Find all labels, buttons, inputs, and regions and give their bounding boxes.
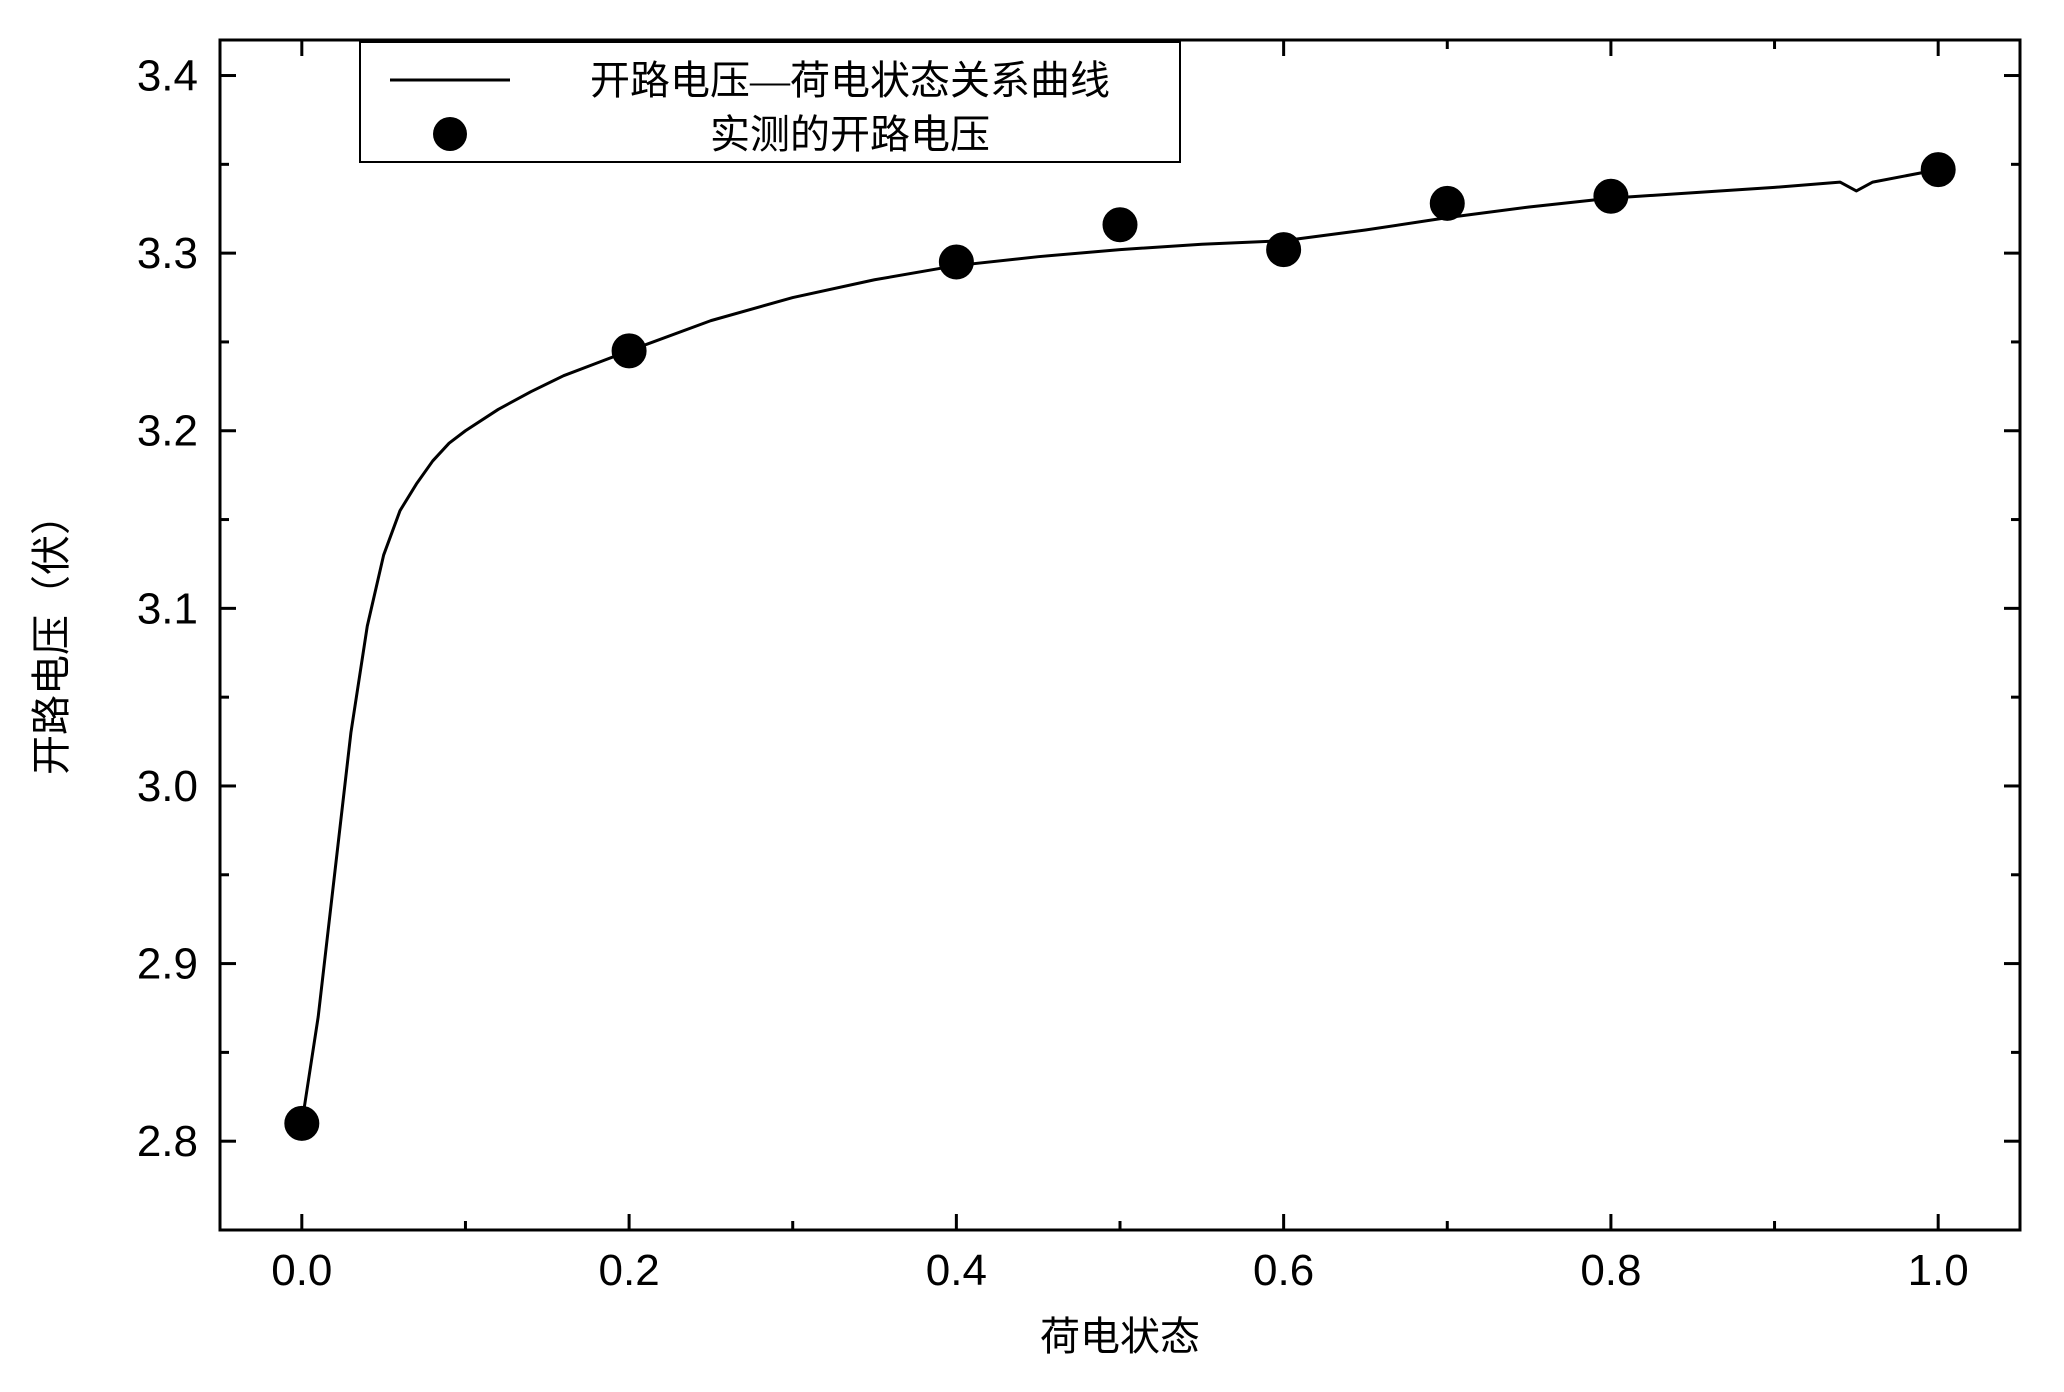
y-ticks-minor	[220, 164, 2020, 1052]
ocv-soc-chart: 0.0 0.2 0.4 0.6 0.8 1.0 2.8 2.9 3.0 3.1 3.2 3.3 3.4…	[0, 0, 2064, 1392]
y-tick-label: 3.1	[137, 584, 198, 633]
x-tick-label: 0.0	[271, 1246, 332, 1295]
y-tick-label: 3.3	[137, 229, 198, 278]
legend-label-curve: 开路电压—荷电状态关系曲线	[590, 58, 1110, 103]
data-point	[612, 334, 646, 368]
y-tick-labels: 2.8 2.9 3.0 3.1 3.2 3.3 3.4	[137, 52, 198, 1167]
data-point	[1267, 233, 1301, 267]
data-point	[1430, 186, 1464, 220]
x-tick-labels: 0.0 0.2 0.4 0.6 0.8 1.0	[271, 1246, 1969, 1295]
x-tick-label: 0.2	[599, 1246, 660, 1295]
y-axis-title: 开路电压（伏）	[29, 495, 74, 775]
legend: 开路电压—荷电状态关系曲线 实测的开路电压	[360, 42, 1180, 162]
y-tick-label: 3.2	[137, 407, 198, 456]
x-tick-label: 0.8	[1580, 1246, 1641, 1295]
data-point	[1921, 153, 1955, 187]
ocv-curve	[302, 170, 1938, 1124]
x-tick-label: 0.4	[926, 1246, 987, 1295]
legend-label-points: 实测的开路电压	[710, 112, 990, 157]
data-point	[939, 245, 973, 279]
y-tick-label: 3.4	[137, 52, 198, 101]
x-tick-label: 0.6	[1253, 1246, 1314, 1295]
x-tick-label: 1.0	[1908, 1246, 1969, 1295]
data-point	[1103, 208, 1137, 242]
legend-marker-sample	[433, 117, 467, 151]
y-tick-label: 2.8	[137, 1117, 198, 1166]
y-tick-label: 3.0	[137, 762, 198, 811]
y-tick-label: 2.9	[137, 940, 198, 989]
data-point	[285, 1106, 319, 1140]
measured-points	[285, 153, 1955, 1141]
data-point	[1594, 179, 1628, 213]
x-axis-title: 荷电状态	[1040, 1314, 1200, 1359]
